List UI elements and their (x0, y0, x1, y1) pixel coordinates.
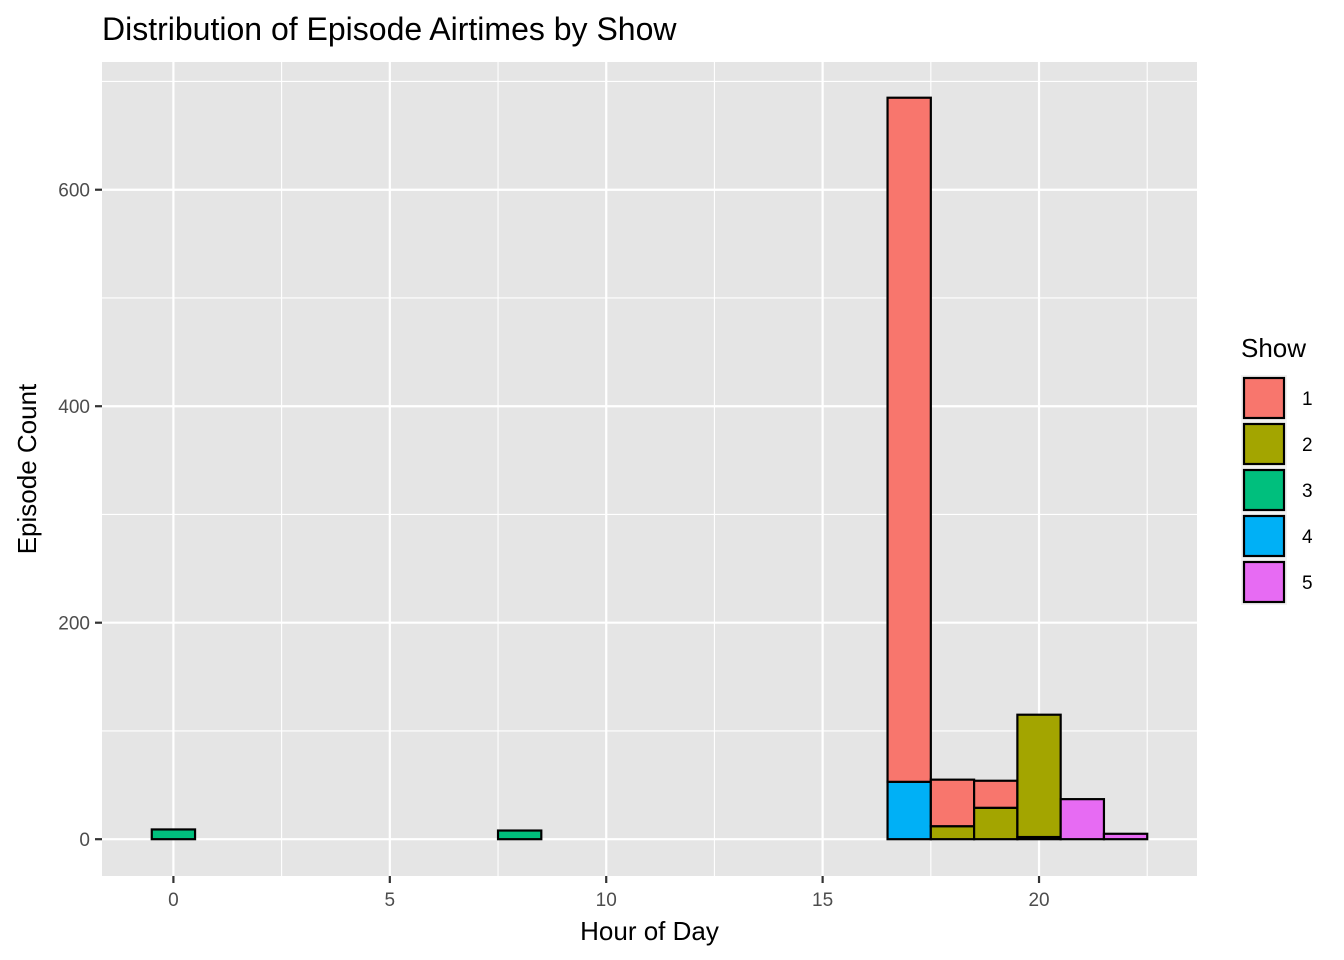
y-tick-label-2: 400 (58, 397, 90, 418)
bar-show-3-hour-0 (150, 828, 197, 841)
legend-title: Show (1241, 333, 1306, 363)
bar-show-1-hour-17 (886, 96, 932, 783)
legend-swatch-4 (1242, 514, 1286, 558)
legend-swatch-3 (1242, 468, 1286, 512)
bar-show-3-hour-8 (496, 829, 543, 841)
legend-label-2: 2 (1302, 435, 1313, 456)
bar-show-1-hour-19 (973, 779, 1019, 809)
legend-label-5: 5 (1302, 573, 1313, 594)
y-axis-title: Episode Count (12, 383, 42, 554)
bar-show-2-hour-18 (929, 825, 976, 841)
grid-lines (102, 62, 1197, 876)
bar-show-5-hour-22 (1102, 832, 1149, 841)
legend-swatch-5 (1242, 560, 1286, 604)
legend-swatch-2 (1242, 422, 1286, 466)
bar-show-5-hour-21 (1059, 798, 1106, 841)
plot-panel (102, 62, 1197, 876)
bar-show-2-hour-20 (1016, 713, 1062, 839)
y-tick-label-3: 600 (58, 181, 90, 202)
bar-show-2-hour-19 (973, 806, 1019, 841)
x-tick-label-2: 10 (596, 890, 617, 911)
legend-label-4: 4 (1302, 527, 1313, 548)
x-axis-title: Hour of Day (580, 916, 719, 946)
bar-show-1-hour-18 (929, 778, 976, 828)
x-tick-label-4: 20 (1028, 890, 1049, 911)
chart-title: Distribution of Episode Airtimes by Show (102, 11, 677, 47)
bar-show-4-hour-17 (886, 780, 932, 841)
x-tick-label-1: 5 (385, 890, 396, 911)
bars (150, 96, 1149, 841)
legend: Show 1 2 3 4 5 (1241, 333, 1313, 605)
legend-label-3: 3 (1302, 481, 1313, 502)
legend-label-1: 1 (1302, 389, 1313, 410)
x-tick-label-3: 15 (812, 890, 833, 911)
legend-swatch-1 (1242, 376, 1286, 420)
y-tick-label-0: 0 (79, 830, 90, 851)
x-tick-label-0: 0 (168, 890, 179, 911)
y-tick-label-1: 200 (58, 614, 90, 635)
